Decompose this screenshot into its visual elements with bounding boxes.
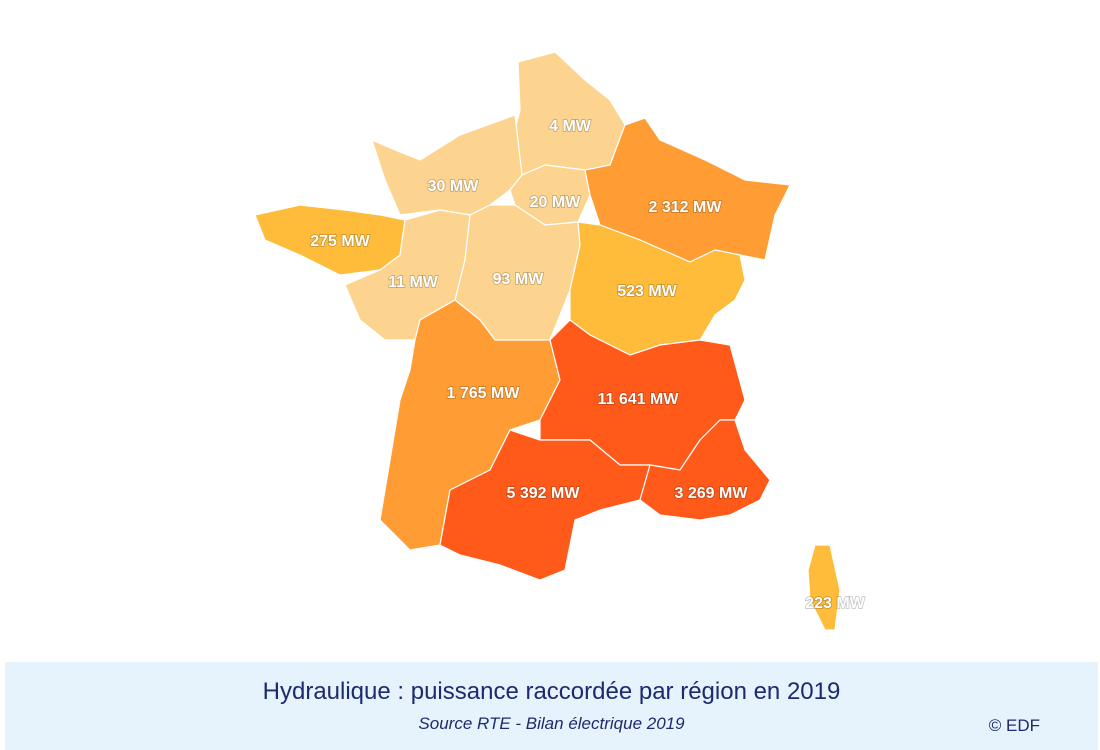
region-label: 11 641 MW bbox=[598, 391, 680, 408]
region-label: 30 MW bbox=[428, 178, 480, 195]
credit: © EDF bbox=[988, 716, 1040, 735]
region bbox=[807, 544, 841, 631]
region-label: 523 MW bbox=[617, 283, 677, 300]
region-label: 20 MW bbox=[530, 194, 582, 211]
region bbox=[569, 221, 746, 356]
region-label: 11 MW bbox=[388, 274, 439, 291]
region bbox=[639, 419, 771, 521]
region-label: 275 MW bbox=[310, 233, 370, 250]
map: 4 MW 30 MW 20 MW 2 312 MW 275 MW 11 MW 93 MW 52… bbox=[254, 51, 866, 631]
footer: Hydraulique : puissance raccordée par ré… bbox=[5, 662, 1098, 750]
region-label: 3 269 MW bbox=[675, 485, 749, 502]
region-label: 93 MW bbox=[493, 271, 545, 288]
region-label: 1 765 MW bbox=[447, 385, 521, 402]
region-label: 2 312 MW bbox=[649, 199, 723, 216]
title: Hydraulique : puissance raccordée par ré… bbox=[262, 678, 841, 705]
source: Source RTE - Bilan électrique 2019 bbox=[418, 714, 685, 733]
region bbox=[514, 51, 626, 176]
region-label: 223 MW bbox=[805, 595, 865, 612]
region-label: 5 392 MW bbox=[507, 485, 581, 502]
region-label: 4 MW bbox=[549, 118, 592, 135]
region bbox=[371, 114, 523, 216]
